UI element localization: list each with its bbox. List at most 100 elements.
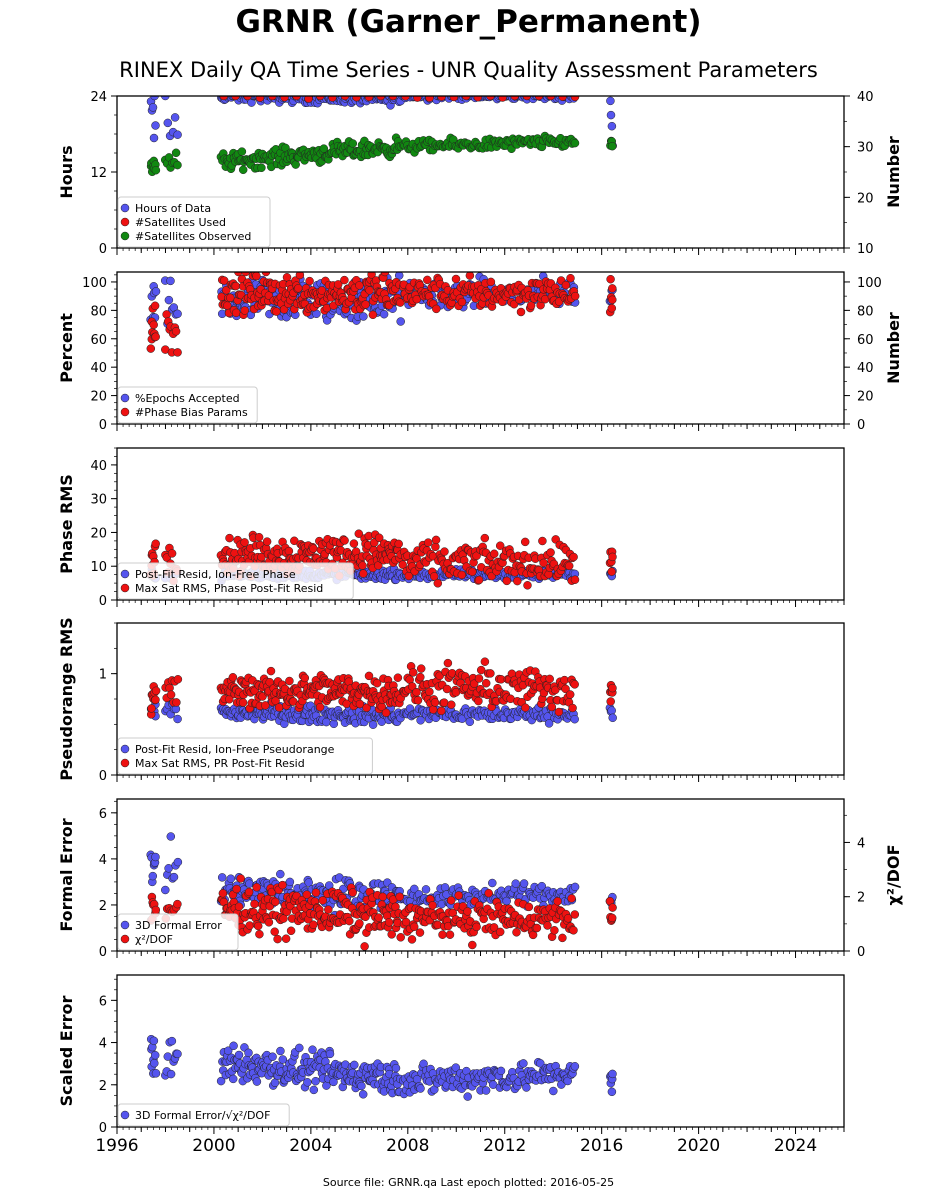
series-2-point: [538, 536, 547, 546]
series-2-point: [304, 96, 313, 103]
series-2-point: [534, 96, 544, 101]
series-2-point: [284, 546, 294, 556]
series-1-point: [481, 1086, 491, 1095]
series-1-point: [368, 720, 378, 729]
series-1-point: [303, 1078, 312, 1087]
panel-2: 0 20 40 60 80 100 0 20 40 60 80 100 Number Percent %Ep…: [57, 271, 903, 433]
series-2-point: [546, 96, 556, 101]
series-2-point: [461, 96, 471, 101]
series-1-point: [151, 852, 160, 862]
series-1-point: [244, 1048, 253, 1058]
x-tick-label: 2024: [774, 1136, 817, 1156]
series-2-point: [437, 96, 446, 101]
series-2-point: [219, 96, 229, 101]
series-2-point: [286, 926, 296, 936]
series-2-point: [234, 902, 244, 911]
series-2-point: [261, 272, 271, 277]
series-2-point: [272, 307, 281, 316]
series-2-point: [355, 919, 364, 928]
series-1-point: [164, 295, 174, 305]
series-2-point: [354, 529, 364, 538]
series-2-point: [526, 301, 536, 310]
series-2-point: [566, 273, 575, 283]
series-2-point: [472, 922, 481, 932]
y-axis-label: Pseudorange RMS: [57, 617, 76, 780]
y-tick-label: 0: [99, 594, 107, 609]
series-2-point: [474, 575, 484, 585]
y-tick-label: 12: [90, 166, 107, 181]
series-2-point: [425, 96, 434, 102]
series-2-point: [219, 276, 229, 285]
series-2-point: [150, 301, 160, 311]
y2-tick-label: 80: [857, 304, 874, 319]
series-2-point: [437, 706, 446, 716]
series-2-point: [225, 533, 234, 543]
data-points: [146, 1034, 617, 1101]
series-2-point: [481, 678, 491, 688]
series-2-point: [309, 920, 318, 929]
series-2-point: [409, 922, 419, 932]
series-3-point: [151, 165, 161, 175]
series-2-point: [407, 935, 417, 944]
series-2-point: [262, 537, 272, 546]
y-tick-label: 10: [90, 560, 107, 575]
series-1-point: [496, 1066, 506, 1076]
series-1-point: [608, 1069, 617, 1079]
series-1-point: [607, 706, 616, 715]
legend-entry: 3D Formal Error: [135, 919, 222, 932]
series-1-point: [173, 857, 183, 867]
y-tick-label: 20: [90, 390, 107, 405]
series-1-point: [549, 1086, 558, 1096]
series-2-point: [278, 880, 287, 890]
series-2-point: [147, 704, 156, 713]
y2-axis-label: Number: [884, 312, 903, 384]
y-tick-label: 40: [90, 361, 107, 376]
series-2-point: [445, 930, 455, 939]
y-tick-label: 1: [99, 668, 107, 683]
series-2-point: [561, 280, 571, 290]
series-2-point: [561, 684, 570, 694]
series-2-point: [226, 293, 235, 303]
series-2-point: [396, 298, 405, 307]
series-2-point: [486, 277, 496, 287]
series-2-point: [394, 539, 403, 549]
series-1-point: [359, 312, 368, 321]
series-1-point: [304, 878, 313, 887]
y-tick-label: 0: [99, 1121, 107, 1136]
series-1-point: [451, 1063, 461, 1072]
series-2-point: [340, 96, 350, 101]
series-1-point: [325, 1049, 335, 1059]
series-2-point: [268, 96, 277, 101]
legend-box: [117, 1103, 290, 1127]
series-2-point: [279, 305, 289, 314]
series-1-point: [226, 874, 236, 883]
series-3-point: [257, 163, 266, 173]
y-axis-label: Formal Error: [57, 818, 76, 931]
series-2-point: [486, 669, 495, 678]
series-2-point: [252, 272, 261, 281]
series-3-point: [238, 165, 248, 175]
legend-marker: [120, 934, 130, 944]
legend-box: [117, 196, 271, 248]
x-tick-label: 2020: [677, 1136, 720, 1156]
series-2-point: [328, 96, 337, 102]
y-tick-label: 6: [99, 807, 107, 822]
x-tick-label: 2000: [192, 1136, 235, 1156]
series-2-point: [521, 703, 530, 712]
series-1-point: [563, 1076, 572, 1086]
series-1-point: [150, 1050, 160, 1060]
series-1-point: [311, 1076, 320, 1086]
series-2-point: [489, 549, 499, 559]
y2-tick-label: 10: [857, 242, 874, 257]
series-3-point: [319, 144, 329, 153]
series-2-point: [252, 883, 261, 892]
legend-entry: %Epochs Accepted: [135, 392, 240, 405]
series-2-point: [468, 940, 477, 950]
series-2-point: [228, 673, 238, 682]
legend-marker: [120, 569, 130, 579]
series-2-point: [295, 272, 305, 280]
series-1-point: [519, 879, 529, 888]
series-2-point: [333, 280, 343, 289]
y2-tick-label: 4: [857, 836, 865, 851]
series-2-point: [438, 930, 447, 939]
